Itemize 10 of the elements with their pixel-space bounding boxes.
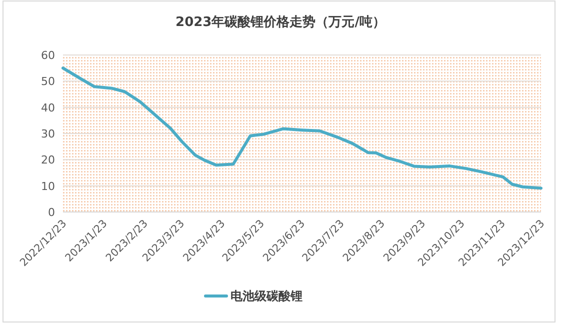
y-tick-label: 20 [41, 154, 55, 167]
y-tick-label: 50 [41, 75, 55, 88]
legend-label: 电池级碳酸锂 [230, 289, 302, 303]
y-tick-label: 60 [41, 49, 55, 62]
chart-title: 2023年碳酸锂价格走势（万元/吨） [176, 14, 386, 30]
y-tick-label: 30 [41, 128, 55, 140]
y-tick-label: 0 [48, 206, 55, 219]
line-series [62, 66, 542, 190]
y-tick-label: 10 [41, 180, 55, 193]
y-tick-label: 40 [41, 101, 55, 114]
